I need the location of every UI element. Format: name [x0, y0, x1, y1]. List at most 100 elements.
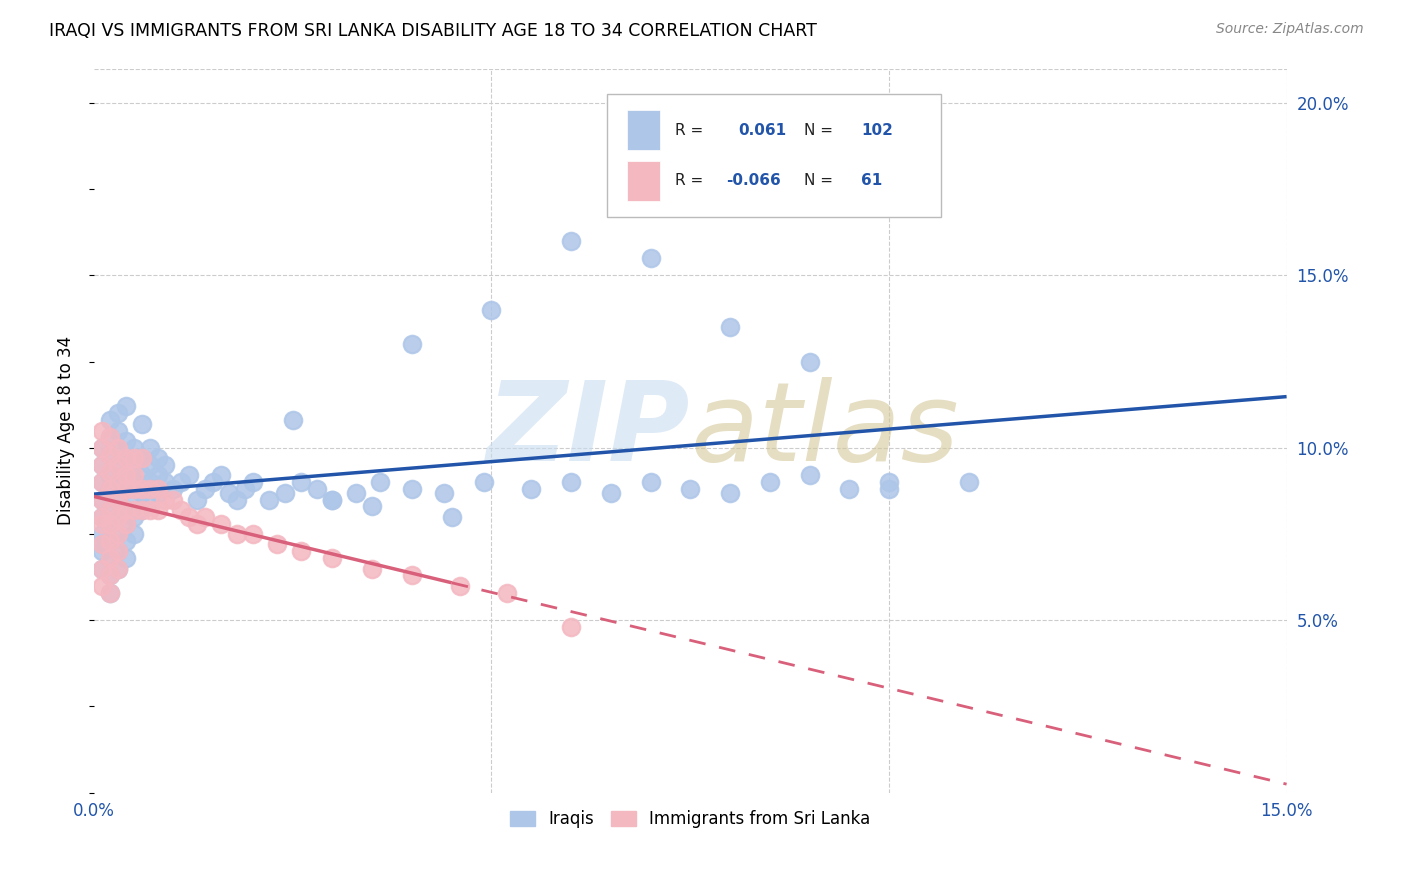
Point: [957, 475, 980, 490]
Point: [155, 458, 177, 472]
Text: -0.066: -0.066: [725, 173, 780, 188]
Point: [718, 485, 741, 500]
Point: [90, 441, 112, 455]
Point: [107, 441, 129, 455]
Point: [131, 503, 153, 517]
Point: [114, 516, 136, 531]
Point: [90, 561, 112, 575]
Point: [98, 551, 121, 566]
Point: [242, 475, 264, 490]
Text: 61: 61: [860, 173, 882, 188]
Point: [560, 620, 582, 634]
Point: [114, 533, 136, 548]
Point: [98, 516, 121, 531]
Point: [162, 492, 184, 507]
Point: [98, 516, 121, 531]
Point: [90, 537, 112, 551]
Point: [114, 434, 136, 448]
Point: [114, 482, 136, 496]
Point: [114, 482, 136, 496]
Point: [107, 544, 129, 558]
Point: [107, 509, 129, 524]
Point: [107, 458, 129, 472]
Point: [138, 458, 160, 472]
Point: [107, 441, 129, 455]
Point: [90, 561, 112, 575]
Point: [122, 527, 145, 541]
Point: [877, 475, 900, 490]
Point: [114, 451, 136, 466]
Point: [799, 354, 821, 368]
Point: [107, 406, 129, 420]
Point: [242, 527, 264, 541]
Point: [718, 320, 741, 334]
Point: [131, 451, 153, 466]
Point: [114, 503, 136, 517]
Point: [98, 503, 121, 517]
Text: N =: N =: [804, 122, 832, 137]
Text: atlas: atlas: [690, 377, 959, 484]
Point: [146, 468, 169, 483]
Point: [131, 503, 153, 517]
Point: [90, 516, 112, 531]
Point: [114, 516, 136, 531]
Point: [170, 503, 193, 517]
Point: [107, 475, 129, 490]
Point: [98, 503, 121, 517]
Point: [138, 475, 160, 490]
Legend: Iraqis, Immigrants from Sri Lanka: Iraqis, Immigrants from Sri Lanka: [503, 804, 877, 835]
Point: [90, 509, 112, 524]
Point: [98, 413, 121, 427]
Point: [98, 568, 121, 582]
Point: [90, 475, 112, 490]
Text: 0.061: 0.061: [738, 122, 786, 137]
Point: [305, 482, 328, 496]
Text: R =: R =: [675, 173, 703, 188]
Point: [98, 430, 121, 444]
Point: [131, 417, 153, 431]
Point: [401, 482, 423, 496]
Point: [90, 579, 112, 593]
Point: [799, 468, 821, 483]
Point: [122, 441, 145, 455]
Point: [560, 234, 582, 248]
Point: [496, 585, 519, 599]
Point: [194, 482, 217, 496]
Point: [481, 302, 503, 317]
Point: [146, 482, 169, 496]
FancyBboxPatch shape: [607, 94, 941, 217]
Text: IRAQI VS IMMIGRANTS FROM SRI LANKA DISABILITY AGE 18 TO 34 CORRELATION CHART: IRAQI VS IMMIGRANTS FROM SRI LANKA DISAB…: [49, 22, 817, 40]
Point: [98, 585, 121, 599]
Text: Source: ZipAtlas.com: Source: ZipAtlas.com: [1216, 22, 1364, 37]
Point: [90, 458, 112, 472]
Point: [218, 485, 240, 500]
Point: [758, 475, 780, 490]
Point: [361, 500, 384, 514]
Point: [107, 544, 129, 558]
Point: [90, 527, 112, 541]
Point: [107, 475, 129, 490]
Point: [281, 413, 304, 427]
Point: [179, 468, 201, 483]
Point: [155, 475, 177, 490]
Point: [138, 441, 160, 455]
Y-axis label: Disability Age 18 to 34: Disability Age 18 to 34: [58, 336, 75, 525]
Point: [114, 551, 136, 566]
Point: [599, 485, 621, 500]
Point: [98, 533, 121, 548]
Point: [98, 430, 121, 444]
Point: [877, 482, 900, 496]
Point: [122, 475, 145, 490]
Point: [90, 509, 112, 524]
Point: [98, 448, 121, 462]
Point: [202, 475, 225, 490]
Point: [138, 492, 160, 507]
Text: ZIP: ZIP: [486, 377, 690, 484]
Point: [321, 492, 343, 507]
Point: [146, 503, 169, 517]
Point: [449, 579, 471, 593]
Point: [90, 441, 112, 455]
Point: [209, 516, 232, 531]
Point: [186, 516, 208, 531]
Point: [321, 492, 343, 507]
